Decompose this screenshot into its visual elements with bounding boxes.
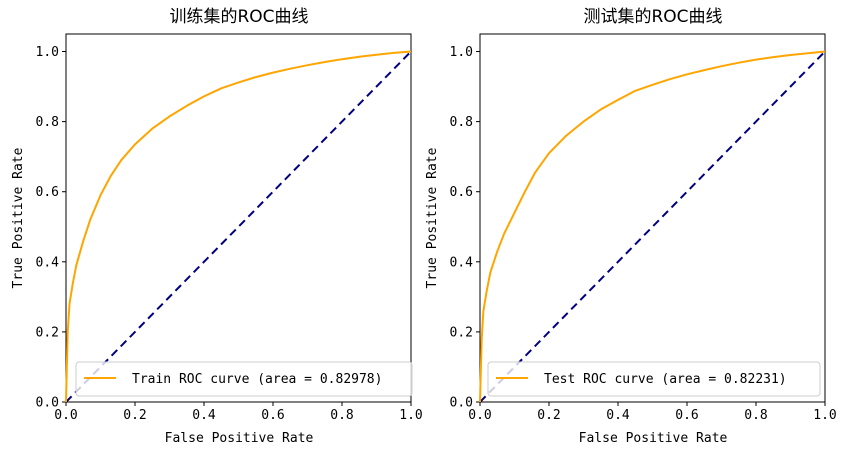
train-y-tick-label: 0.4 — [36, 255, 60, 270]
test-legend-label: Test ROC curve (area = 0.82231) — [544, 372, 787, 387]
train-x-axis-label: False Positive Rate — [165, 431, 314, 446]
train-plot-frame — [65, 33, 412, 403]
train-legend-label: Train ROC curve (area = 0.82978) — [132, 372, 382, 387]
train-legend: Train ROC curve (area = 0.82978) — [75, 361, 413, 397]
test-x-tick-label: 0.8 — [744, 408, 767, 423]
train-x-tick-label: 0.8 — [330, 408, 353, 423]
train-x-tick-label: 0.0 — [54, 408, 77, 423]
test-legend: Test ROC curve (area = 0.82231) — [487, 361, 821, 397]
train-y-tick-label: 0.6 — [36, 185, 59, 200]
test-x-tick-label: 0.4 — [606, 408, 630, 423]
test-y-tick-label: 0.0 — [450, 396, 473, 411]
test-y-tick-label: 0.2 — [450, 325, 473, 340]
test-x-tick-label: 0.2 — [537, 408, 560, 423]
test-legend-box — [487, 361, 821, 397]
test-chart-title: 测试集的ROC曲线 — [583, 7, 722, 27]
train-x-tick-label: 0.4 — [192, 408, 216, 423]
test-roc-curve — [479, 50, 826, 403]
train-chart-title: 训练集的ROC曲线 — [169, 7, 308, 27]
test-diagonal-line — [479, 50, 826, 403]
train-y-axis-label: True Positive Rate — [11, 147, 26, 288]
train-x-tick-label: 0.6 — [261, 408, 284, 423]
test-x-tick-label: 0.6 — [675, 408, 698, 423]
train-diagonal-line — [65, 50, 412, 403]
test-y-tick-label: 0.8 — [450, 115, 473, 130]
train-y-tick-label: 0.0 — [36, 396, 59, 411]
test-plot-frame — [479, 33, 826, 403]
test-x-axis-label: False Positive Rate — [579, 431, 728, 446]
train-roc-panel: 训练集的ROC曲线 0.0 0.2 0.4 0.6 0.8 1.0 0.0 0.2 0.4 0.… — [11, 7, 423, 446]
test-roc-panel: 测试集的ROC曲线 0.0 0.2 0.4 0.6 0.8 1.0 0.0 0.2 0.4 0.… — [425, 7, 837, 446]
train-legend-box — [75, 361, 413, 397]
test-y-tick-label: 1.0 — [450, 45, 473, 60]
train-roc-curve — [65, 50, 412, 403]
test-x-tick-label: 0.0 — [468, 408, 491, 423]
train-x-tick-label: 0.2 — [123, 408, 146, 423]
train-y-tick-label: 1.0 — [36, 45, 59, 60]
train-y-tick-label: 0.2 — [36, 325, 59, 340]
test-y-tick-label: 0.4 — [450, 255, 474, 270]
test-y-tick-label: 0.6 — [450, 185, 473, 200]
test-x-tick-label: 1.0 — [813, 408, 836, 423]
test-y-axis-label: True Positive Rate — [425, 147, 440, 288]
train-x-tick-label: 1.0 — [399, 408, 422, 423]
train-y-tick-label: 0.8 — [36, 115, 59, 130]
